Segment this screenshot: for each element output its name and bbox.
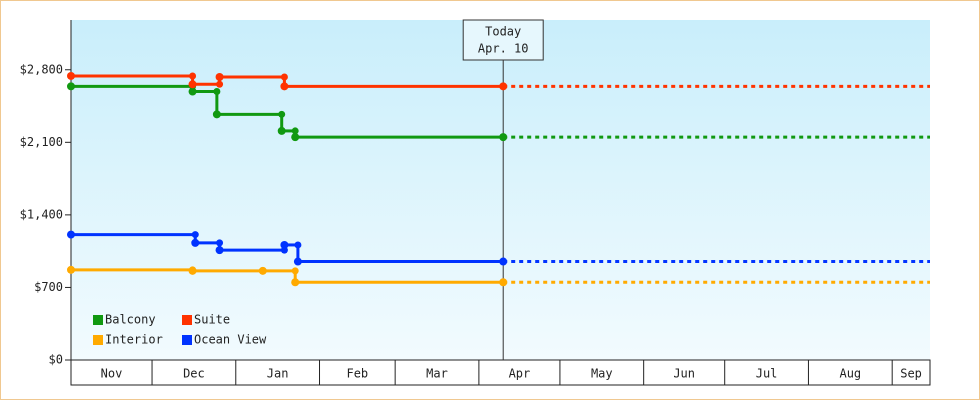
point [277,126,286,135]
x-tick-label: Nov [101,367,123,381]
step-corner [280,73,288,81]
point [188,266,197,275]
today-date: Apr. 10 [478,42,529,56]
y-tick-label: $2,100 [20,135,63,149]
point [191,238,200,247]
point [215,73,224,82]
y-tick-label: $0 [49,353,63,367]
step-corner [216,239,224,247]
legend-swatch [182,335,192,345]
point [499,82,508,91]
today-label: Today [485,25,521,39]
x-tick-label: Jan [267,367,289,381]
y-tick-label: $700 [34,280,63,294]
x-tick-label: Mar [426,367,448,381]
point [280,240,289,249]
legend-swatch [182,315,192,325]
point [212,110,221,119]
legend-swatch [93,315,103,325]
point [215,246,224,255]
step-corner [278,110,286,118]
legend-label: Suite [194,313,230,327]
point [499,257,508,266]
step-corner [213,88,221,96]
legend-label: Interior [105,333,163,347]
point [67,71,75,80]
x-tick-label: Jul [756,367,778,381]
step-corner [191,231,199,239]
point [291,133,300,142]
x-tick-label: Apr [509,367,531,381]
y-tick-label: $1,400 [20,207,63,221]
legend-swatch [93,335,103,345]
plot-area [71,20,930,360]
point [188,80,197,89]
point [67,265,75,274]
point [188,87,197,96]
point [293,257,302,266]
x-tick-label: Jun [673,367,695,381]
x-tick-label: Aug [839,367,861,381]
point [258,266,267,275]
point [291,278,300,287]
x-axis-band [70,359,931,386]
step-corner [294,241,302,249]
x-tick-label: Feb [346,367,368,381]
x-tick-label: Sep [900,367,922,381]
step-corner [216,80,224,88]
point [280,82,289,91]
point [499,278,508,287]
x-tick-label: May [591,367,613,381]
x-tick-label: Dec [183,367,205,381]
legend-label: Ocean View [194,333,267,347]
step-corner [291,127,299,135]
legend-label: Balcony [105,313,156,327]
point [67,230,75,239]
step-corner [291,267,299,275]
point [499,133,508,142]
y-tick-label: $2,800 [20,62,63,76]
point [67,82,75,91]
step-corner [189,72,197,80]
today-box [462,19,544,61]
